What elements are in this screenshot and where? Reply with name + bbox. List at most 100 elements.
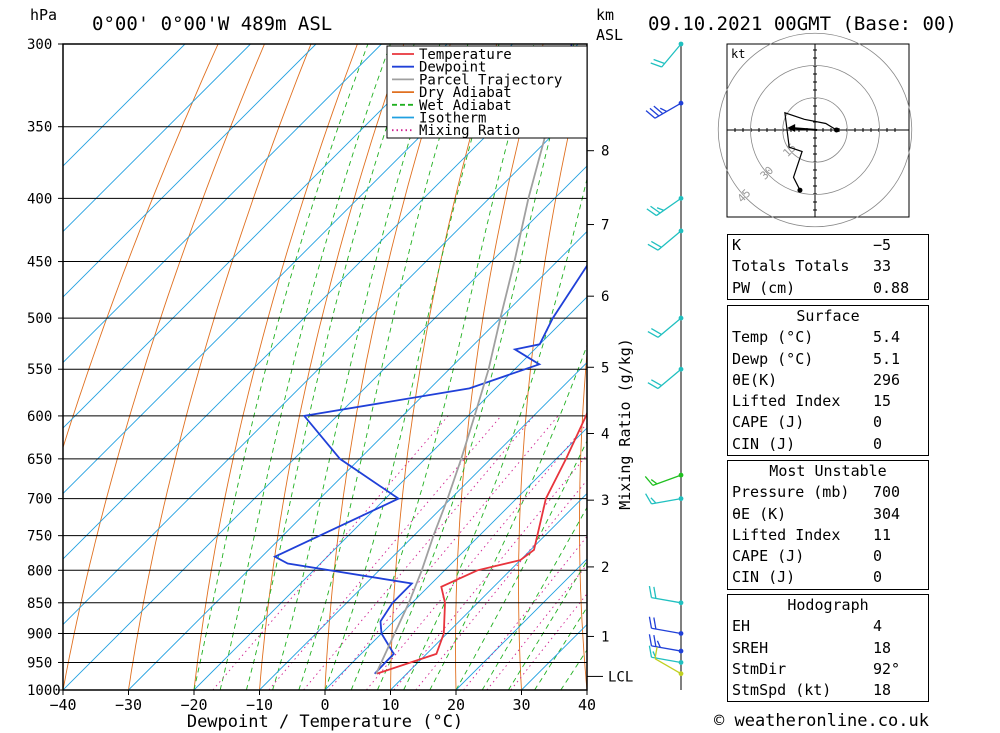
sounding-series — [272, 44, 587, 675]
indices-key: PW (cm) — [732, 278, 796, 297]
pressure-tick-label: 350 — [27, 120, 52, 136]
isotherm — [63, 44, 186, 167]
wind-barb-staff — [657, 368, 682, 390]
hodograph_table-key: StmSpd (kt) — [732, 681, 832, 700]
indices-row: Totals Totals 33 — [728, 256, 928, 277]
plot-frame — [62, 43, 588, 691]
mixing-ratio-label: 1 — [592, 402, 599, 415]
surface-value: 0 — [873, 413, 883, 432]
wind-barb-staff — [654, 102, 682, 119]
most_unstable-row: θE (K) 304 — [728, 504, 928, 525]
temperature-tick-label: −10 — [246, 696, 273, 714]
lcl-label: LCL — [608, 669, 633, 685]
asl-unit-label: ASL — [596, 26, 623, 44]
wind-barb — [647, 315, 684, 338]
wind-barb — [647, 366, 684, 390]
indices-value: 0.88 — [873, 278, 910, 297]
most_unstable-key: CAPE (J) — [732, 547, 805, 566]
temperature-tick-label: −20 — [180, 696, 207, 714]
most_unstable-key: Pressure (mb) — [732, 483, 850, 502]
hodograph-unit-label: kt — [731, 47, 745, 61]
wind-barb-feather — [650, 479, 658, 485]
isotherm — [63, 44, 317, 298]
pressure-tick-label: 600 — [27, 409, 52, 425]
legend-label: Isotherm — [419, 111, 486, 127]
surface-row: Lifted Index 15 — [728, 391, 928, 412]
surface-key: CIN (J) — [732, 434, 796, 453]
isotherm — [63, 44, 513, 495]
isotherm — [63, 44, 579, 560]
dry-adiabat — [696, 44, 729, 690]
dry-adiabat — [958, 44, 1000, 690]
dry-adiabat — [324, 44, 451, 690]
wind-barb-feather — [656, 207, 665, 212]
temperature-tick-label: 40 — [578, 696, 596, 714]
most_unstable-row: CAPE (J) 0 — [728, 546, 928, 567]
most_unstable-key: CIN (J) — [732, 568, 796, 587]
surface-key: Temp (°C) — [732, 328, 814, 347]
isotherm — [63, 44, 251, 233]
wind-barb — [654, 647, 684, 677]
altitude-tick-label: 4 — [601, 427, 609, 443]
isotherm — [63, 165, 587, 690]
hodograph-end-point — [797, 187, 803, 193]
wind-barb-staff — [661, 43, 682, 68]
axes: 3003504004505005506006507007508008509009… — [27, 37, 633, 714]
wet-adiabat — [245, 44, 415, 690]
isotherm — [193, 296, 587, 690]
credit-link[interactable]: © weatheronline.co.uk — [714, 711, 929, 731]
wind-barb-feather — [645, 493, 653, 505]
mixing-ratio-line — [366, 422, 587, 690]
surface-value: 5.1 — [873, 349, 901, 368]
wind-barb-feather — [647, 382, 659, 390]
pressure-tick-label: 750 — [27, 529, 52, 545]
altitude-tick-label: 2 — [601, 560, 609, 576]
isotherm — [63, 44, 448, 429]
most_unstable-row: Lifted Index 11 — [728, 525, 928, 546]
surface-key: Dewp (°C) — [732, 349, 814, 368]
wet-adiabat — [193, 44, 369, 690]
altitude-tick-label: 1 — [601, 629, 609, 645]
mixing-ratio-label: 2 — [647, 402, 654, 415]
surface-value: 15 — [873, 392, 892, 411]
pressure-tick-label: 700 — [27, 492, 52, 508]
mixing-ratio-line — [268, 415, 502, 690]
indices-value: −5 — [873, 236, 892, 254]
surface-key: θE(K) — [732, 370, 778, 389]
pressure-tick-label: 900 — [27, 626, 52, 642]
wind-barb-staff — [651, 497, 682, 505]
series-dewpoint — [272, 44, 587, 675]
hodograph-start-point — [834, 127, 839, 133]
wet-adiabat — [376, 44, 575, 690]
altitude-tick-label: 8 — [601, 144, 609, 160]
wind-barb-feather — [645, 110, 656, 119]
most_unstable-row: CIN (J) 0 — [728, 567, 928, 588]
pressure-tick-label: 950 — [27, 655, 52, 671]
wind-barb-staff — [652, 474, 682, 486]
wind-barb — [650, 41, 684, 68]
wind-barb-feather — [653, 634, 657, 647]
hodograph_table-value: 18 — [873, 638, 892, 657]
wind-barb — [648, 634, 684, 654]
surface-value: 5.4 — [873, 328, 901, 347]
pressure-tick-label: 450 — [27, 255, 52, 271]
hodograph-ring — [717, 32, 913, 228]
legend-label: Dewpoint — [419, 60, 486, 76]
surface-value: 0 — [873, 434, 883, 453]
temperature-tick-label: −40 — [49, 696, 76, 714]
most_unstable-value: 304 — [873, 504, 901, 523]
indices-key: Totals Totals — [732, 257, 850, 276]
pressure-tick-label: 800 — [27, 563, 52, 579]
temperature-tick-label: 0 — [320, 696, 329, 714]
isotherm — [128, 230, 587, 690]
legend-label: Mixing Ratio — [419, 123, 520, 139]
surface-row: Temp (°C) 5.4 — [728, 327, 928, 348]
wind-barb-feather — [647, 330, 659, 338]
wind-barb-feather — [648, 585, 653, 598]
isotherm — [63, 44, 382, 364]
wind-barb — [648, 585, 684, 606]
wind-barb-staff — [651, 656, 682, 664]
wind-barb-feather — [651, 328, 662, 336]
wind-barb — [645, 493, 684, 505]
